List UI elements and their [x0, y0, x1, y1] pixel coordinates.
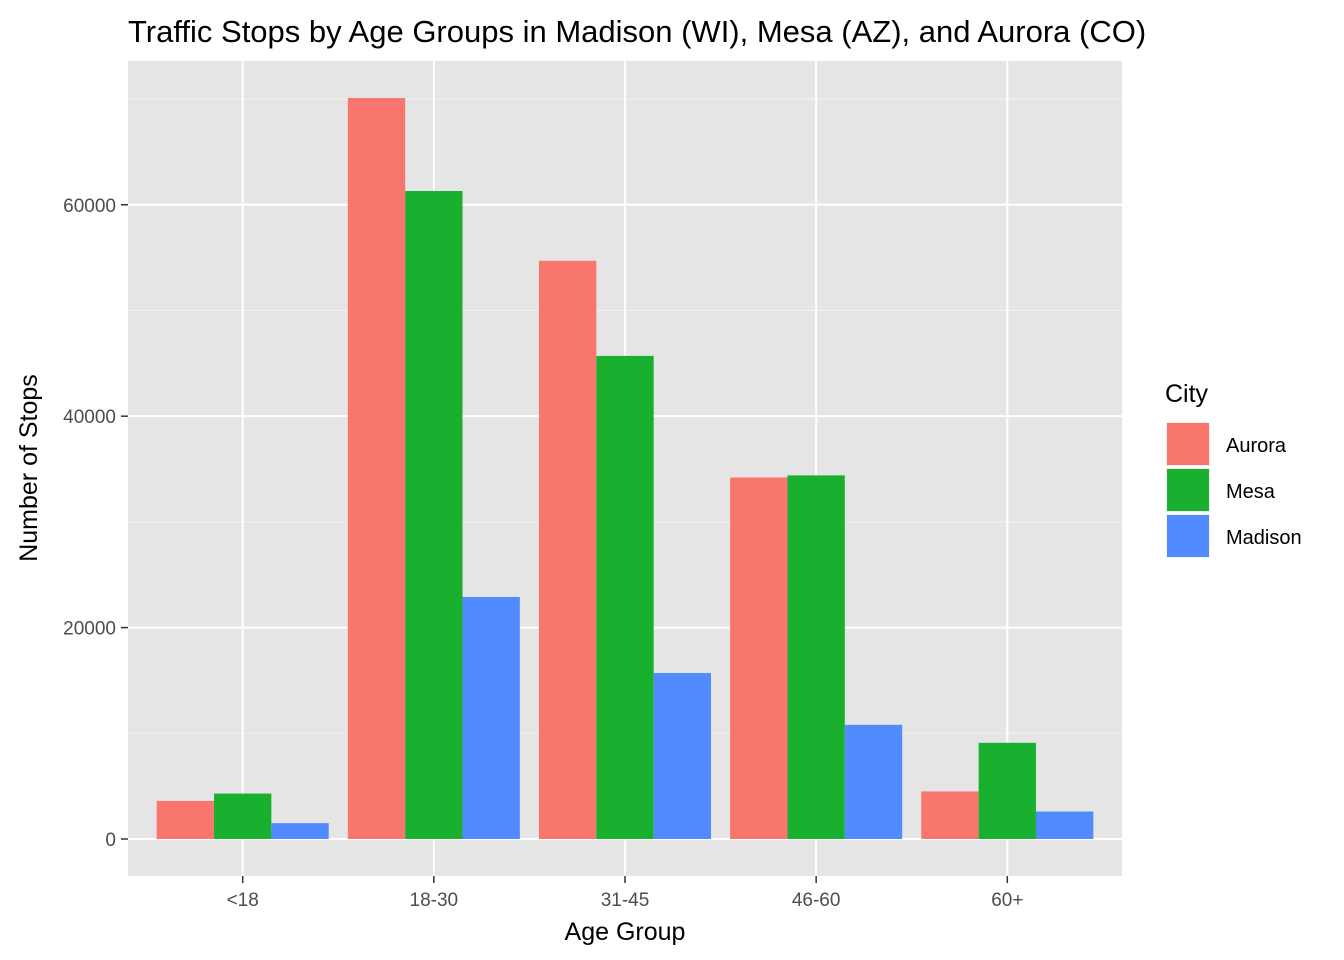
y-axis-title: Number of Stops	[15, 374, 43, 562]
bar-mesa-1	[405, 191, 463, 840]
x-tick-label: 31-45	[601, 890, 650, 911]
bar-madison-4	[1035, 811, 1094, 840]
legend-swatch-madison	[1167, 515, 1209, 557]
y-tick-label: 20000	[63, 619, 116, 640]
bar-mesa-3	[787, 475, 845, 840]
y-axis-ticks: 0 20000 40000 60000	[63, 196, 128, 851]
legend-swatch-aurora	[1167, 423, 1209, 465]
y-tick-label: 0	[105, 830, 116, 851]
legend-label-mesa: Mesa	[1226, 481, 1276, 503]
x-tick-label: 46-60	[792, 890, 841, 911]
x-tick-label: 60+	[991, 890, 1023, 911]
bar-mesa-4	[978, 742, 1036, 840]
bar-mesa-0	[214, 793, 272, 840]
x-tick-label: 18-30	[410, 890, 459, 911]
x-axis-ticks: <18 18-30 31-45 46-60 60+	[227, 876, 1023, 911]
legend-items: Aurora Mesa Madison	[1166, 422, 1302, 558]
legend-label-aurora: Aurora	[1226, 435, 1287, 457]
bar-mesa-2	[596, 355, 654, 840]
legend-title: City	[1165, 380, 1209, 408]
bar-madison-0	[271, 823, 329, 840]
bar-madison-3	[844, 724, 903, 840]
chart-title: Traffic Stops by Age Groups in Madison (…	[128, 14, 1146, 49]
x-tick-label: <18	[227, 890, 259, 911]
bar-madison-2	[653, 673, 712, 840]
bar-aurora-3	[730, 477, 788, 840]
legend: City Aurora Mesa Madison	[1165, 380, 1302, 558]
bar-aurora-0	[156, 800, 215, 840]
legend-swatch-mesa	[1167, 469, 1209, 511]
bar-aurora-4	[921, 791, 979, 840]
bar-aurora-1	[347, 97, 406, 840]
bars	[156, 97, 1094, 840]
bar-aurora-2	[538, 260, 597, 840]
y-tick-label: 40000	[63, 407, 116, 428]
x-axis-title: Age Group	[565, 918, 686, 946]
y-tick-label: 60000	[63, 196, 116, 217]
legend-label-madison: Madison	[1226, 527, 1302, 549]
bar-madison-1	[462, 596, 520, 840]
